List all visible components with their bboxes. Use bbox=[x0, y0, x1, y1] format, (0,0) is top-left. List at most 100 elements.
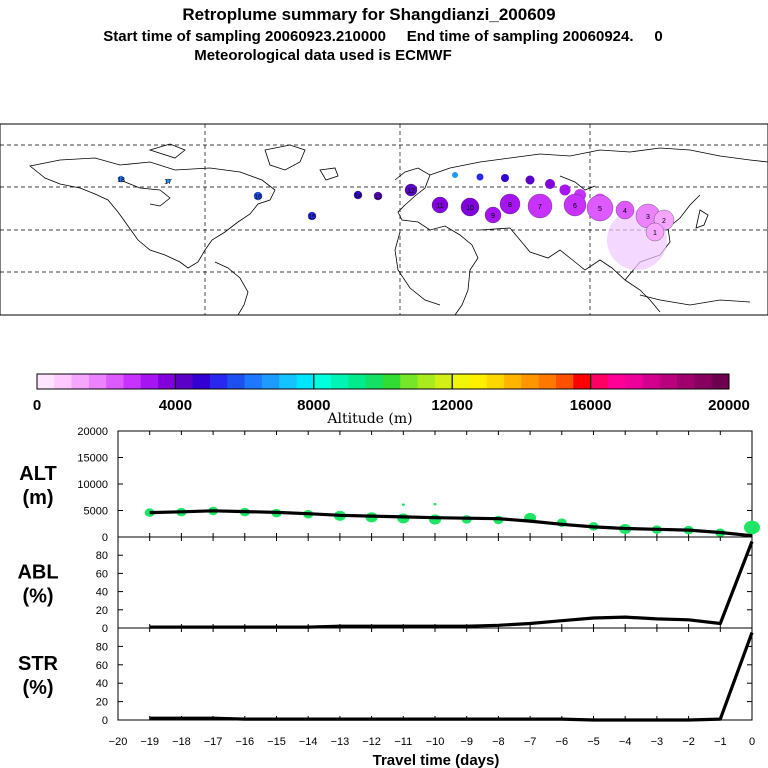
plume-dot-label: 11 bbox=[436, 203, 443, 210]
colorbar-swatch bbox=[417, 374, 436, 389]
colorbar-tick-label: 12000 bbox=[431, 397, 473, 414]
colorbar-swatch bbox=[279, 374, 297, 389]
sampling-time-line: Start time of sampling 20060923.210000 E… bbox=[103, 28, 662, 45]
panel-y-label: ALT bbox=[19, 463, 56, 485]
map-coastline bbox=[319, 167, 339, 181]
map-coastline bbox=[264, 144, 306, 171]
trajectory-dot bbox=[559, 184, 571, 196]
plume-dot bbox=[373, 191, 383, 201]
colorbar-title: Altitude (m) bbox=[326, 411, 412, 427]
x-axis: −20 −19 −18 −17 −16 −15 −14 −13 −12 −11 −10 −9 −8 −7−… bbox=[109, 736, 755, 748]
plume-dot-label: 12 bbox=[407, 188, 415, 195]
x-tick-label: −7 bbox=[524, 736, 537, 748]
altitude-colorbar: 0 4000 8000 12000 16000 20000 bbox=[33, 373, 750, 414]
y-tick-label: 60 bbox=[96, 660, 108, 672]
y-tick-label: 15000 bbox=[77, 453, 108, 465]
colorbar-swatch bbox=[659, 374, 678, 389]
colorbar-swatch bbox=[54, 374, 73, 389]
plume-dot bbox=[165, 178, 171, 184]
colorbar-swatch bbox=[694, 374, 713, 389]
x-tick-label: −3 bbox=[651, 736, 664, 748]
panel-y-label: (m) bbox=[22, 487, 53, 509]
map-coastline bbox=[214, 261, 249, 316]
plume-dots: 18 17 16 15 14 13 12 11 10 9 8 7 6 5 4 3 21 bbox=[117, 172, 675, 270]
plume-dot bbox=[499, 193, 521, 215]
colorbar-tick-label: 16000 bbox=[570, 397, 612, 414]
colorbar-swatch bbox=[538, 374, 557, 389]
colorbar-swatch bbox=[400, 374, 419, 389]
colorbar-swatch bbox=[677, 374, 695, 389]
map-coastline bbox=[559, 175, 596, 191]
y-tick-label: 10000 bbox=[77, 479, 108, 491]
colorbar-swatch bbox=[469, 374, 488, 389]
colorbar-swatch bbox=[244, 374, 263, 389]
plume-dot-label: 1 bbox=[653, 230, 657, 237]
plume-dot bbox=[353, 190, 363, 200]
plume-dot-label: 10 bbox=[466, 205, 474, 212]
series-line bbox=[149, 509, 753, 538]
panel-frame bbox=[117, 627, 753, 721]
trajectory-dot bbox=[452, 172, 458, 178]
map-coastline bbox=[29, 157, 276, 269]
plume-dot-label: 18 bbox=[117, 177, 125, 184]
x-tick-label: −11 bbox=[394, 736, 412, 748]
x-tick-label: −6 bbox=[556, 736, 569, 748]
x-tick-label: −18 bbox=[172, 736, 191, 748]
colorbar-swatch bbox=[383, 374, 401, 389]
altitude-scatter-point bbox=[429, 514, 441, 525]
x-tick-label: −15 bbox=[267, 736, 286, 748]
y-tick-label: 20000 bbox=[77, 426, 108, 438]
colorbar-tick-label: 4000 bbox=[159, 397, 192, 414]
colorbar-tick-label: 20000 bbox=[708, 397, 750, 414]
altitude-scatter-point bbox=[144, 508, 155, 517]
colorbar-swatch bbox=[296, 374, 315, 389]
y-tick-label: 5000 bbox=[84, 506, 108, 518]
trajectory-dot bbox=[545, 179, 555, 189]
colorbar-tick-label: 8000 bbox=[297, 397, 330, 414]
x-tick-label: −10 bbox=[426, 736, 445, 748]
x-tick-label: −5 bbox=[587, 736, 600, 748]
panel-str: 0 20 40 60 80 STR(%) bbox=[18, 627, 754, 727]
colorbar-swatch bbox=[158, 374, 176, 389]
plume-dot-label: 13 bbox=[374, 194, 382, 201]
colorbar-swatch bbox=[331, 374, 349, 389]
panel-y-label: (%) bbox=[22, 586, 53, 608]
x-tick-label: −8 bbox=[492, 736, 505, 748]
plume-dot bbox=[307, 211, 317, 221]
map-coastline bbox=[429, 147, 768, 176]
plume-dot-label: 7 bbox=[538, 204, 542, 211]
map-coastline bbox=[624, 279, 661, 313]
panel-abl: 0 20 40 60 80 ABL(%) bbox=[17, 536, 754, 635]
map-coastlines bbox=[29, 143, 768, 316]
colorbar-swatch bbox=[71, 374, 90, 389]
y-tick-label: 20 bbox=[96, 605, 108, 617]
colorbar-swatch bbox=[175, 374, 194, 389]
plume-dot bbox=[484, 206, 502, 224]
y-tick-label: 40 bbox=[96, 678, 108, 690]
colorbar-swatch bbox=[140, 374, 159, 389]
plume-dot bbox=[431, 196, 449, 214]
colorbar-swatch bbox=[486, 374, 505, 389]
plume-dot-label: 14 bbox=[354, 193, 362, 200]
plume-dot bbox=[404, 183, 418, 197]
series-line bbox=[149, 540, 754, 629]
plume-dot-label: 16 bbox=[254, 194, 262, 201]
y-tick-label: 0 bbox=[102, 623, 108, 635]
x-tick-label: 0 bbox=[749, 736, 755, 748]
plume-dot-label: 9 bbox=[491, 213, 495, 220]
altitude-scatter-point bbox=[401, 503, 405, 506]
y-tick-label: 0 bbox=[102, 715, 108, 727]
time-series-panels: 05000100001500020000ALT(m)020406080ABL(%… bbox=[17, 426, 760, 748]
plume-dot bbox=[527, 193, 553, 219]
colorbar-swatch bbox=[504, 374, 522, 389]
plume-dot-label: 17 bbox=[164, 179, 172, 186]
meteorological-data-line: Meteorological data used is ECMWF bbox=[194, 47, 452, 64]
plume-dot bbox=[615, 200, 635, 220]
y-tick-label: 80 bbox=[96, 550, 108, 562]
plume-dot bbox=[563, 193, 587, 217]
colorbar-swatch bbox=[210, 374, 228, 389]
colorbar-swatch bbox=[348, 374, 367, 389]
plume-dot bbox=[253, 191, 263, 201]
colorbar-swatch bbox=[521, 374, 540, 389]
